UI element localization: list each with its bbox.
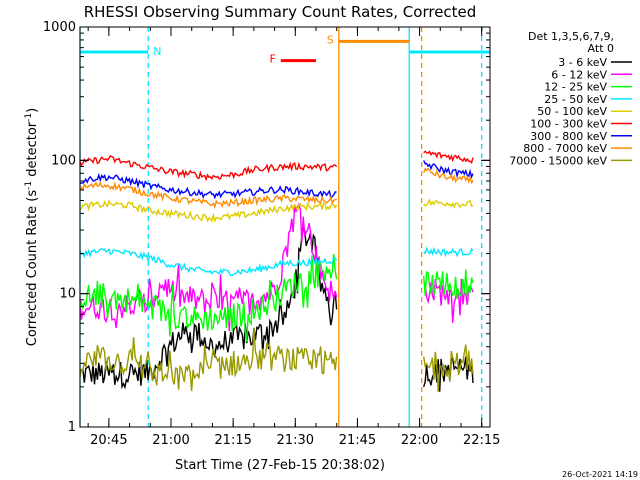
legend-header-line: Det 1,3,5,6,7,9, xyxy=(528,30,614,43)
legend-label: 100 - 300 keV xyxy=(530,118,607,131)
legend-label: 25 - 50 keV xyxy=(544,93,607,106)
series-line-12-25-kev-2 xyxy=(423,269,474,300)
legend-header-line: Att 0 xyxy=(588,42,614,55)
series-line-25-50-kev-1 xyxy=(79,248,338,277)
x-tick-label: 20:45 xyxy=(90,433,127,448)
series-line-800-7000-kev-1 xyxy=(79,180,337,210)
series-line-50-100-kev-1 xyxy=(79,198,338,224)
series-line-3-6-kev-2 xyxy=(423,356,474,392)
flag-label-s: S xyxy=(327,33,334,46)
x-tick-label: 21:30 xyxy=(277,433,314,448)
plot-frame xyxy=(79,26,491,428)
chart-title: RHESSI Observing Summary Count Rates, Co… xyxy=(84,3,477,21)
series-line-800-7000-kev-2 xyxy=(423,167,474,185)
legend-label: 7000 - 15000 keV xyxy=(509,154,607,167)
x-tick-label: 22:00 xyxy=(401,433,438,448)
legend-label: 50 - 100 keV xyxy=(537,105,607,118)
series-line-100-300-kev-2 xyxy=(423,150,474,165)
x-tick-label: 22:15 xyxy=(463,433,500,448)
legend-label: 3 - 6 keV xyxy=(558,56,607,69)
y-axis: 1 10 100 1000 xyxy=(43,20,490,435)
series-line-300-800-kev-2 xyxy=(423,160,474,180)
flags-group: N F S xyxy=(80,33,490,66)
legend-label: 300 - 800 keV xyxy=(530,130,607,143)
legend-label: 12 - 25 keV xyxy=(544,81,607,94)
series-line-12-25-kev-1 xyxy=(79,253,338,342)
series-line-100-300-kev-1 xyxy=(79,155,338,182)
flag-label-n: N xyxy=(153,45,161,58)
y-tick-label: 1000 xyxy=(43,20,76,35)
series-line-6-12-kev-1 xyxy=(79,202,338,332)
y-tick-label: 100 xyxy=(51,153,76,168)
series-group xyxy=(79,150,474,393)
legend-label: 6 - 12 keV xyxy=(551,68,607,81)
x-tick-label: 21:45 xyxy=(339,433,376,448)
x-tick-label: 21:15 xyxy=(214,433,251,448)
series-line-25-50-kev-2 xyxy=(423,246,474,258)
x-axis: 20:45 21:00 21:15 21:30 21:45 22:00 22:15 xyxy=(87,27,500,448)
x-axis-label: Start Time (27-Feb-15 20:38:02) xyxy=(175,458,385,473)
y-tick-label: 10 xyxy=(59,287,76,302)
legend-label: 800 - 7000 keV xyxy=(523,142,607,155)
y-axis-label: Corrected Count Rate (s-1 detector-1) xyxy=(24,108,40,346)
y-tick-label: 1 xyxy=(68,420,76,435)
x-tick-label: 21:00 xyxy=(152,433,189,448)
flag-label-f: F xyxy=(269,53,275,66)
series-line-3-6-kev-1 xyxy=(79,226,338,390)
footer-date: 26-Oct-2021 14:19 xyxy=(562,470,638,479)
series-line-7000-15000-kev-1 xyxy=(79,327,338,392)
series-line-300-800-kev-1 xyxy=(79,172,337,200)
series-line-7000-15000-kev-2 xyxy=(423,344,474,393)
series-line-50-100-kev-2 xyxy=(423,198,474,209)
